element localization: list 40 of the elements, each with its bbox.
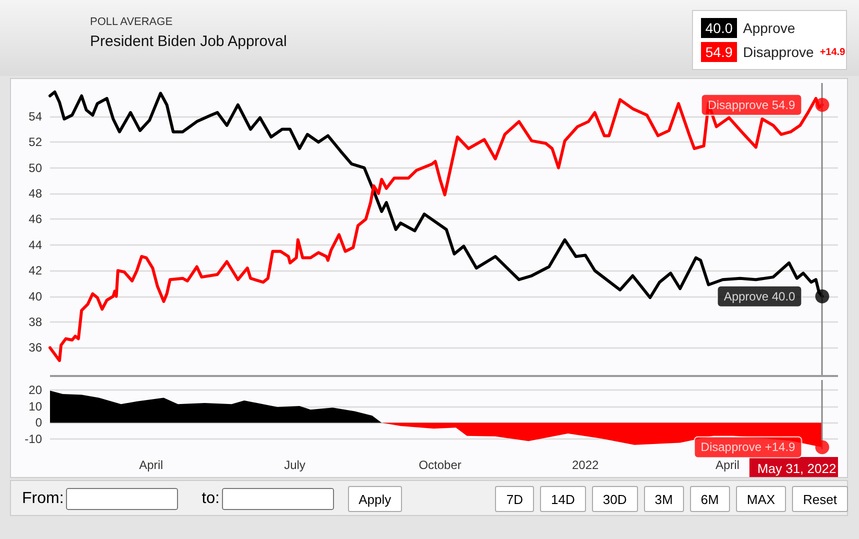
text: 6M (690, 486, 730, 512)
annotation: Disapprove 54.9 (708, 98, 796, 112)
text: +14.9 (820, 46, 846, 58)
annotation: Disapprove +14.9 (700, 440, 796, 454)
text: 14D (540, 486, 586, 512)
y-tick-label: 54 (28, 109, 42, 124)
legend-label: Approve (743, 20, 796, 36)
text: From: (22, 490, 64, 508)
text: Reset (792, 486, 848, 512)
y-tick-label: 46 (28, 212, 42, 226)
text: to: (202, 490, 220, 508)
annotation: Approve 40.0 (724, 289, 796, 304)
legend-label: Disapprove (743, 44, 814, 60)
y-tick-label: 48 (28, 186, 42, 201)
y-tick-label: 0 (35, 416, 42, 430)
y-tick-label: 36 (28, 340, 42, 355)
x-tick-label: 2022 (572, 458, 600, 472)
x-tick-label: April (715, 458, 740, 472)
text: 30D (592, 486, 638, 512)
y-tick-label: 50 (28, 160, 42, 175)
x-tick-label: October (418, 458, 462, 472)
x-tick-label: April (139, 458, 164, 472)
y-tick-label: 44 (28, 238, 42, 252)
y-tick-label: -10 (24, 432, 42, 446)
y-tick-label: 42 (28, 264, 42, 278)
text: 7D (495, 486, 534, 512)
text: 3M (644, 486, 684, 512)
text: 54.9 (701, 42, 737, 62)
x-tick-label: July (284, 458, 306, 472)
text: Apply (348, 486, 402, 512)
y-tick-label: 38 (28, 315, 42, 330)
chart-subtitle: POLL AVERAGE (90, 16, 173, 28)
ref-line-label: May 31, 2022 (757, 461, 836, 476)
text: MAX (736, 486, 786, 512)
chart-title: President Biden Job Approval (90, 33, 287, 50)
y-tick-label: 10 (28, 399, 42, 414)
y-tick-label: 20 (28, 382, 42, 397)
y-tick-label: 40 (28, 289, 42, 304)
y-tick-label: 52 (28, 135, 42, 150)
text: 40.0 (701, 18, 737, 38)
